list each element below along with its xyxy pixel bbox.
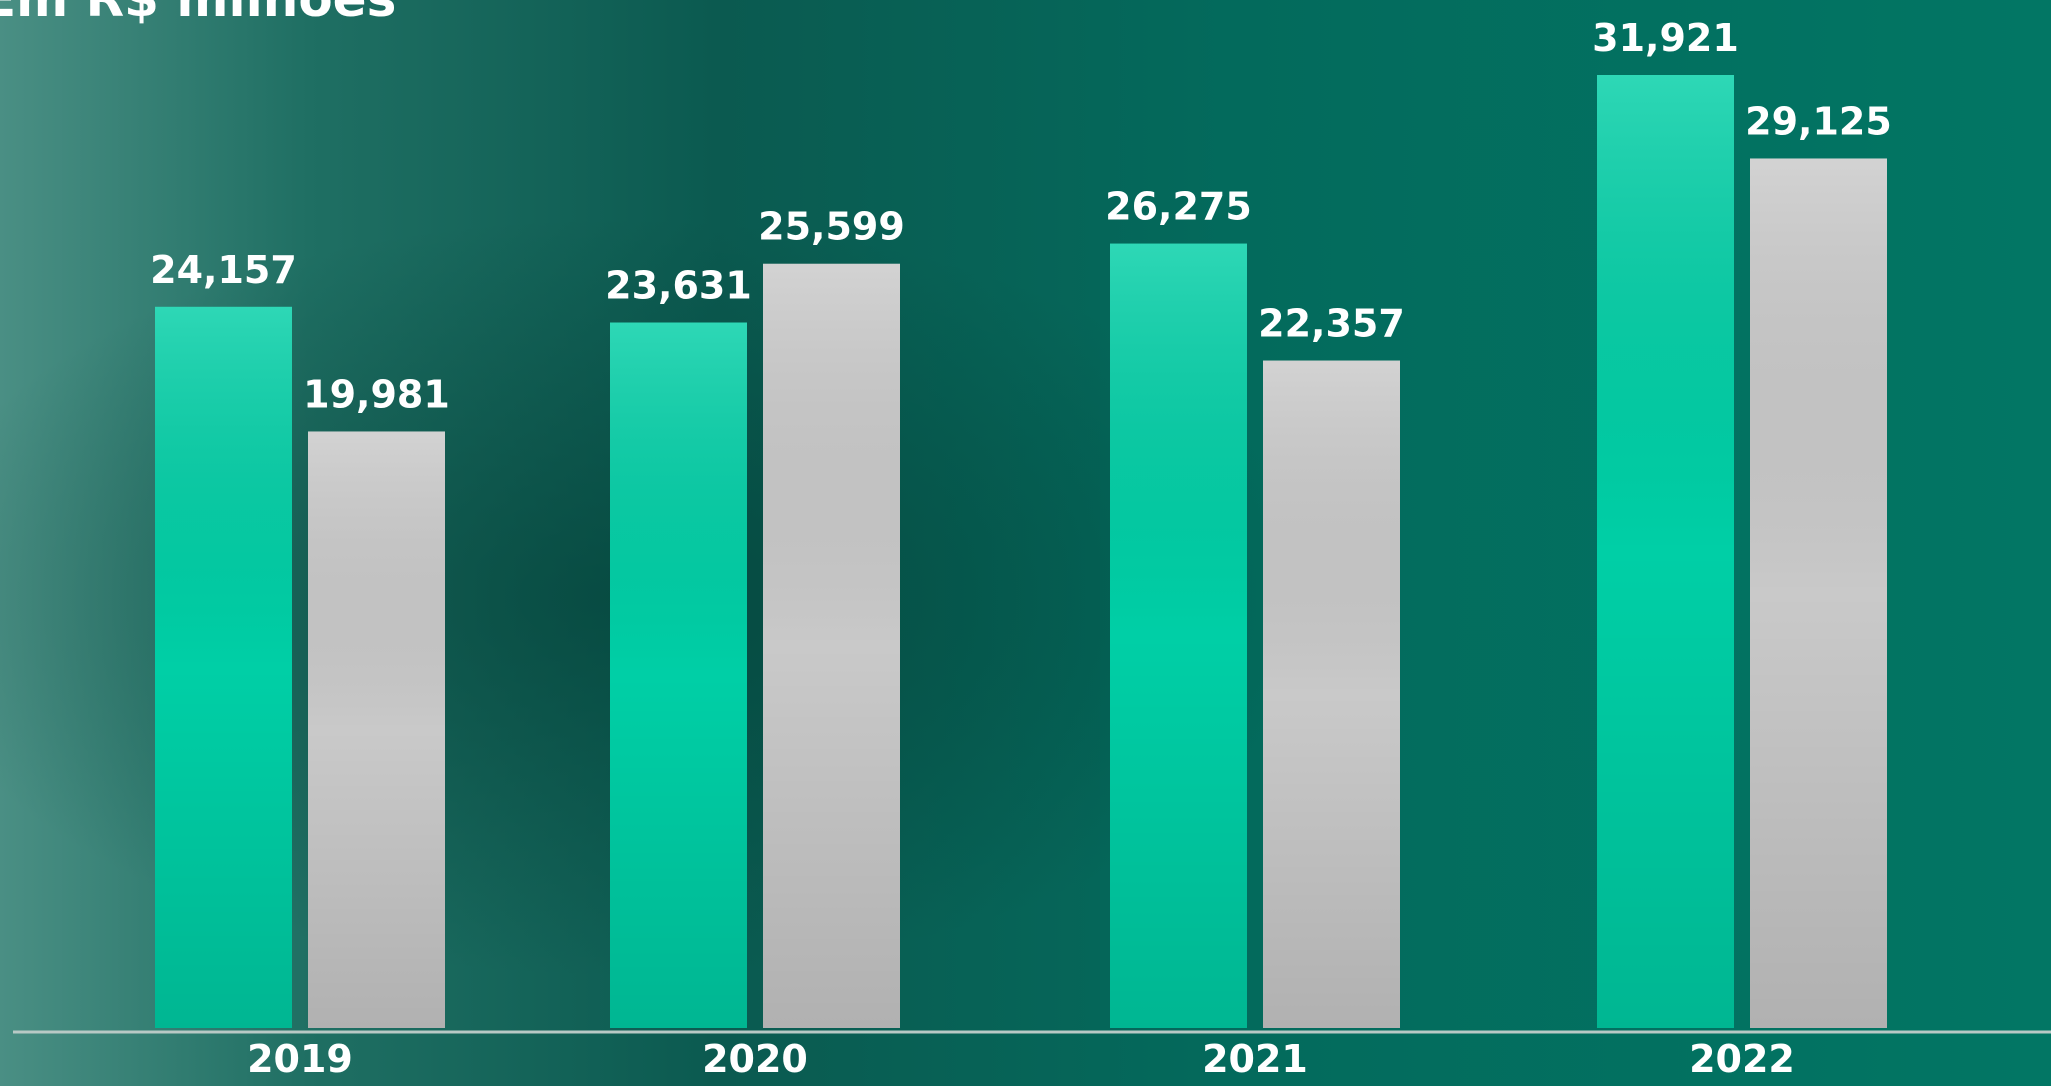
x-tick-label: 2022	[1689, 1037, 1795, 1081]
bar-shade	[1263, 361, 1400, 1028]
background-shadow	[0, 0, 2051, 1086]
chart: Em R$ milhões 2019 24,157 19,981 2020 23,631…	[0, 0, 2051, 1086]
bar-shade	[763, 264, 900, 1028]
data-label: 29,125	[1745, 99, 1892, 143]
data-label: 23,631	[605, 263, 752, 307]
x-tick-label: 2020	[702, 1037, 808, 1081]
data-label: 24,157	[150, 248, 297, 292]
chart-title: Em R$ milhões	[0, 0, 396, 28]
x-tick-label: 2019	[247, 1037, 353, 1081]
page: Em R$ milhões 2019 24,157 19,981 2020 23,631…	[0, 0, 2051, 1086]
data-label: 19,981	[303, 372, 450, 416]
data-label: 31,921	[1592, 16, 1739, 60]
data-label: 22,357	[1258, 302, 1405, 346]
bar-shade	[610, 322, 747, 1028]
bar-shade	[1597, 75, 1734, 1028]
bar-shade	[308, 431, 445, 1028]
data-label: 25,599	[758, 205, 905, 249]
bar-shade	[155, 307, 292, 1028]
x-tick-label: 2021	[1202, 1037, 1308, 1081]
data-label: 26,275	[1105, 185, 1252, 229]
bar-shade	[1110, 244, 1247, 1028]
bar-shade	[1750, 158, 1887, 1028]
